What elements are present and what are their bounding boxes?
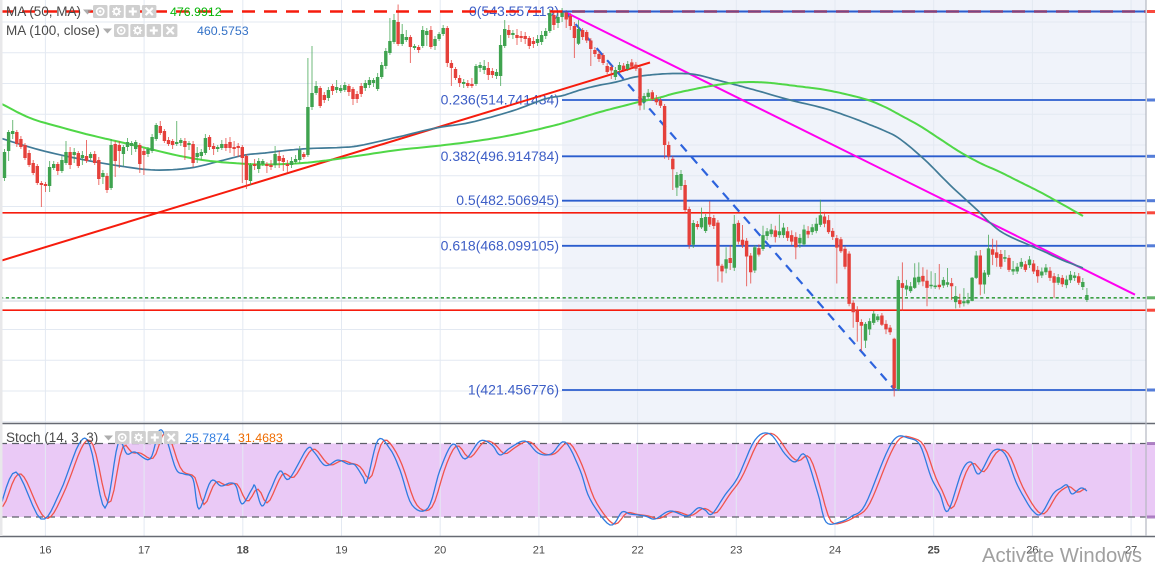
svg-text:23: 23 [730, 545, 742, 557]
svg-text:0.236(514.741434): 0.236(514.741434) [441, 92, 559, 108]
svg-text:Activate Windows: Activate Windows [982, 545, 1142, 564]
svg-text:16: 16 [39, 545, 51, 557]
svg-text:1(421.456776): 1(421.456776) [468, 382, 559, 398]
svg-text:0.382(496.914784): 0.382(496.914784) [441, 148, 559, 164]
svg-text:22: 22 [631, 545, 643, 557]
svg-text:MA (100, close): MA (100, close) [6, 23, 100, 38]
svg-text:25.7874: 25.7874 [185, 431, 230, 445]
svg-text:Stoch (14, 3, 3): Stoch (14, 3, 3) [6, 430, 98, 445]
svg-text:476.9912: 476.9912 [170, 5, 222, 19]
svg-text:MA (50, MA): MA (50, MA) [6, 4, 81, 19]
svg-text:21: 21 [533, 545, 545, 557]
svg-text:27: 27 [1125, 545, 1137, 557]
svg-text:17: 17 [138, 545, 150, 557]
svg-text:0.618(468.099105): 0.618(468.099105) [441, 237, 559, 253]
svg-text:460.5753: 460.5753 [197, 24, 249, 38]
svg-text:18: 18 [237, 545, 249, 557]
svg-text:26: 26 [1026, 545, 1038, 557]
svg-text:0.5(482.506945): 0.5(482.506945) [456, 192, 559, 208]
svg-text:24: 24 [829, 545, 841, 557]
svg-text:25: 25 [928, 545, 940, 557]
svg-text:20: 20 [434, 545, 446, 557]
svg-text:31.4683: 31.4683 [238, 431, 283, 445]
svg-text:19: 19 [335, 545, 347, 557]
